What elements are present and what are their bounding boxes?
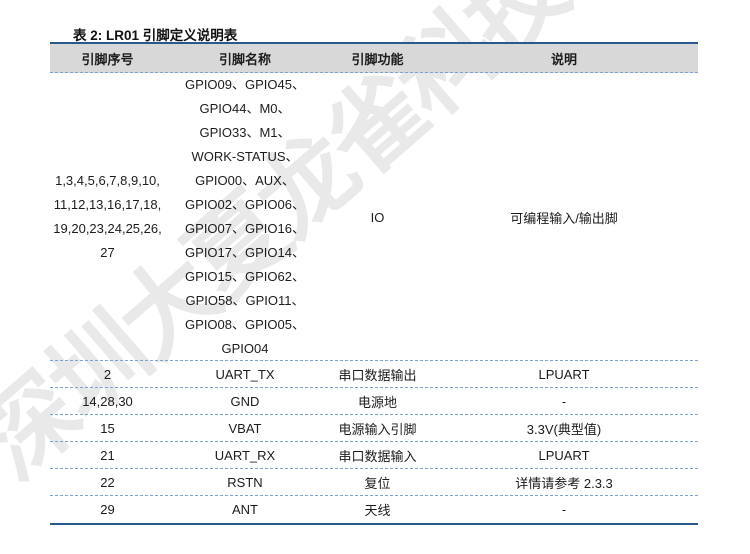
cell-pin-number: 21 — [100, 447, 115, 463]
cell-pin-name: VBAT — [228, 420, 262, 436]
cell-pin-function: 串口数据输出 — [338, 367, 417, 383]
cell-description: 3.3V(典型值) — [526, 421, 602, 437]
cell-pin-names: GPIO09、GPIO45、 GPIO44、M0、 GPIO33、M1、 WOR… — [185, 77, 305, 356]
cell-pin-name: UART_TX — [215, 366, 275, 382]
cell-pin-name: UART_RX — [214, 447, 276, 463]
cell-pin-name: RSTN — [227, 474, 263, 490]
cell-pin-name: GND — [230, 393, 260, 409]
cell-description: - — [561, 393, 567, 409]
column-header-description: 说明 — [550, 51, 577, 67]
column-header-pin-function: 引脚功能 — [351, 51, 404, 67]
cell-pin-function: 天线 — [364, 503, 391, 518]
cell-pin-number: 14,28,30 — [82, 393, 133, 409]
table-row-uart-tx: 2 UART_TX 串口数据输出 LPUART — [50, 361, 698, 388]
cell-description: LPUART — [538, 447, 590, 463]
cell-pin-name: ANT — [232, 502, 258, 517]
cell-pin-function: 电源输入引脚 — [338, 421, 417, 437]
cell-description: 详情请参考 2.3.3 — [515, 475, 613, 491]
cell-pin-number: 15 — [100, 420, 115, 436]
cell-pin-number: 29 — [100, 502, 115, 517]
table-header-row: 引脚序号 引脚名称 引脚功能 说明 — [50, 44, 698, 73]
column-header-pin-name: 引脚名称 — [218, 51, 271, 67]
cell-pin-function: 电源地 — [357, 394, 397, 410]
cell-description: - — [561, 502, 567, 517]
cell-pin-numbers: 1,3,4,5,6,7,8,9,10, 11,12,13,16,17,18, 1… — [53, 173, 162, 260]
cell-description: 可编程输入/输出脚 — [510, 210, 618, 226]
table-row-vbat: 15 VBAT 电源输入引脚 3.3V(典型值) — [50, 415, 698, 442]
table-caption: 表 2: LR01 引脚定义说明表 — [73, 28, 238, 43]
cell-pin-function: IO — [370, 209, 385, 225]
cell-pin-number: 22 — [100, 474, 115, 490]
column-header-pin-number: 引脚序号 — [81, 51, 134, 67]
cell-pin-function: 串口数据输入 — [338, 448, 417, 464]
table-row-rstn: 22 RSTN 复位 详情请参考 2.3.3 — [50, 469, 698, 496]
pin-definition-table: 引脚序号 引脚名称 引脚功能 说明 1,3,4,5,6,7,8,9,10, 11… — [50, 42, 698, 525]
cell-pin-function: 复位 — [364, 475, 391, 491]
table-row-io: 1,3,4,5,6,7,8,9,10, 11,12,13,16,17,18, 1… — [50, 73, 698, 361]
table-row-uart-rx: 21 UART_RX 串口数据输入 LPUART — [50, 442, 698, 469]
table-row-ant: 29 ANT 天线 - — [50, 496, 698, 523]
cell-pin-number: 2 — [103, 366, 112, 382]
table-row-gnd: 14,28,30 GND 电源地 - — [50, 388, 698, 415]
cell-description: LPUART — [538, 366, 590, 382]
